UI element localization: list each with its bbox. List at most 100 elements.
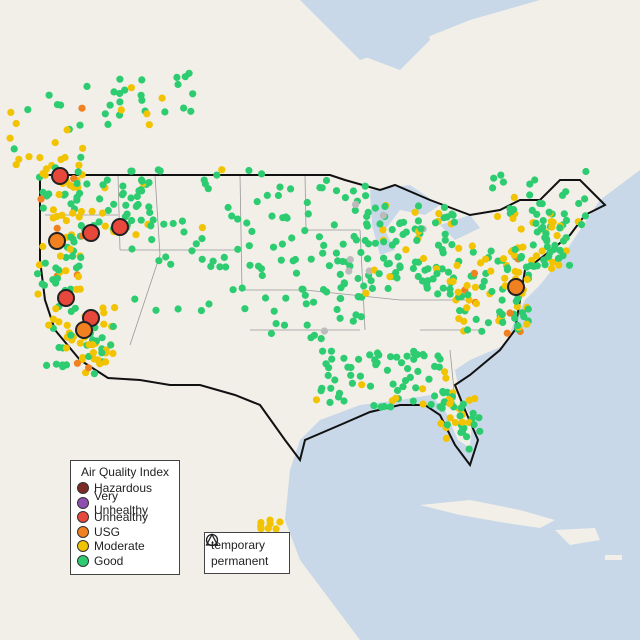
station-marker[interactable] bbox=[62, 217, 70, 225]
station-marker[interactable] bbox=[427, 400, 435, 409]
station-marker[interactable] bbox=[478, 283, 486, 291]
station-marker[interactable] bbox=[88, 207, 96, 215]
station-marker[interactable] bbox=[332, 249, 340, 257]
station-marker[interactable] bbox=[441, 368, 449, 376]
station-marker[interactable] bbox=[156, 167, 164, 175]
station-marker[interactable] bbox=[442, 434, 450, 442]
station-marker[interactable] bbox=[463, 326, 472, 334]
station-marker[interactable] bbox=[128, 245, 136, 253]
station-marker[interactable] bbox=[288, 234, 296, 242]
station-marker[interactable] bbox=[111, 304, 119, 312]
station-marker[interactable] bbox=[506, 309, 514, 317]
station-marker[interactable] bbox=[205, 300, 213, 308]
station-marker[interactable] bbox=[270, 307, 278, 315]
station-marker[interactable] bbox=[433, 270, 441, 278]
station-marker[interactable] bbox=[387, 353, 395, 361]
station-marker[interactable] bbox=[380, 254, 388, 262]
station-marker[interactable] bbox=[110, 88, 118, 96]
station-marker[interactable] bbox=[328, 355, 336, 363]
station-marker[interactable] bbox=[346, 256, 354, 264]
station-marker[interactable] bbox=[357, 313, 365, 321]
station-marker[interactable] bbox=[524, 305, 532, 313]
station-marker[interactable] bbox=[76, 339, 84, 347]
station-marker[interactable] bbox=[349, 317, 357, 325]
station-marker[interactable] bbox=[476, 427, 484, 435]
station-marker[interactable] bbox=[526, 191, 534, 199]
station-marker[interactable] bbox=[439, 284, 447, 292]
station-marker[interactable] bbox=[503, 264, 511, 272]
station-marker[interactable] bbox=[104, 206, 112, 215]
station-marker[interactable] bbox=[257, 525, 265, 533]
station-marker[interactable] bbox=[45, 91, 53, 99]
station-marker[interactable] bbox=[77, 153, 85, 161]
station-marker[interactable] bbox=[515, 268, 523, 276]
temporary-monitor-marker[interactable] bbox=[48, 232, 66, 250]
station-marker[interactable] bbox=[49, 315, 58, 323]
station-marker[interactable] bbox=[456, 412, 464, 420]
station-marker[interactable] bbox=[375, 351, 383, 359]
station-marker[interactable] bbox=[381, 202, 389, 210]
station-marker[interactable] bbox=[396, 262, 404, 270]
station-marker[interactable] bbox=[443, 213, 451, 221]
station-marker[interactable] bbox=[224, 203, 232, 212]
station-marker[interactable] bbox=[245, 166, 253, 175]
station-marker[interactable] bbox=[542, 230, 550, 238]
station-marker[interactable] bbox=[464, 291, 472, 299]
station-marker[interactable] bbox=[449, 211, 457, 219]
station-marker[interactable] bbox=[99, 181, 107, 189]
station-marker[interactable] bbox=[72, 264, 81, 272]
station-marker[interactable] bbox=[480, 277, 488, 285]
station-marker[interactable] bbox=[393, 386, 402, 395]
station-marker[interactable] bbox=[414, 202, 423, 210]
station-marker[interactable] bbox=[34, 270, 42, 278]
station-marker[interactable] bbox=[517, 254, 525, 262]
station-marker[interactable] bbox=[238, 284, 246, 292]
station-marker[interactable] bbox=[412, 384, 420, 392]
station-marker[interactable] bbox=[463, 433, 471, 441]
station-marker[interactable] bbox=[268, 212, 276, 220]
station-marker[interactable] bbox=[69, 209, 77, 217]
station-marker[interactable] bbox=[362, 192, 370, 200]
station-marker[interactable] bbox=[503, 329, 511, 337]
station-marker[interactable] bbox=[363, 212, 371, 221]
station-marker[interactable] bbox=[339, 240, 347, 248]
station-marker[interactable] bbox=[67, 200, 75, 208]
station-marker[interactable] bbox=[189, 90, 197, 98]
station-marker[interactable] bbox=[149, 216, 157, 224]
station-marker[interactable] bbox=[52, 360, 61, 368]
station-marker[interactable] bbox=[128, 167, 136, 175]
station-marker[interactable] bbox=[301, 227, 309, 235]
station-marker[interactable] bbox=[501, 274, 509, 282]
station-marker[interactable] bbox=[83, 180, 91, 188]
station-marker[interactable] bbox=[253, 198, 261, 206]
station-marker[interactable] bbox=[12, 119, 20, 128]
station-marker[interactable] bbox=[366, 351, 374, 359]
station-marker[interactable] bbox=[417, 225, 425, 233]
station-marker[interactable] bbox=[145, 203, 153, 211]
station-marker[interactable] bbox=[529, 241, 537, 249]
station-marker[interactable] bbox=[128, 216, 136, 225]
station-marker[interactable] bbox=[392, 237, 400, 245]
station-marker[interactable] bbox=[548, 264, 556, 273]
station-marker[interactable] bbox=[562, 216, 571, 224]
station-marker[interactable] bbox=[538, 247, 546, 255]
station-marker[interactable] bbox=[76, 121, 84, 129]
station-marker[interactable] bbox=[55, 190, 63, 199]
station-marker[interactable] bbox=[96, 360, 104, 368]
station-marker[interactable] bbox=[246, 261, 254, 269]
station-marker[interactable] bbox=[458, 418, 466, 426]
station-marker[interactable] bbox=[63, 126, 71, 134]
station-marker[interactable] bbox=[198, 235, 206, 243]
station-marker[interactable] bbox=[63, 321, 71, 329]
station-marker[interactable] bbox=[213, 171, 221, 179]
station-marker[interactable] bbox=[340, 279, 348, 287]
station-marker[interactable] bbox=[488, 287, 496, 296]
station-marker[interactable] bbox=[344, 363, 352, 371]
station-marker[interactable] bbox=[62, 344, 70, 352]
station-marker[interactable] bbox=[138, 187, 146, 195]
station-marker[interactable] bbox=[12, 161, 20, 169]
station-marker[interactable] bbox=[446, 290, 454, 298]
station-marker[interactable] bbox=[127, 84, 135, 92]
station-marker[interactable] bbox=[399, 230, 407, 239]
station-marker[interactable] bbox=[102, 358, 110, 366]
